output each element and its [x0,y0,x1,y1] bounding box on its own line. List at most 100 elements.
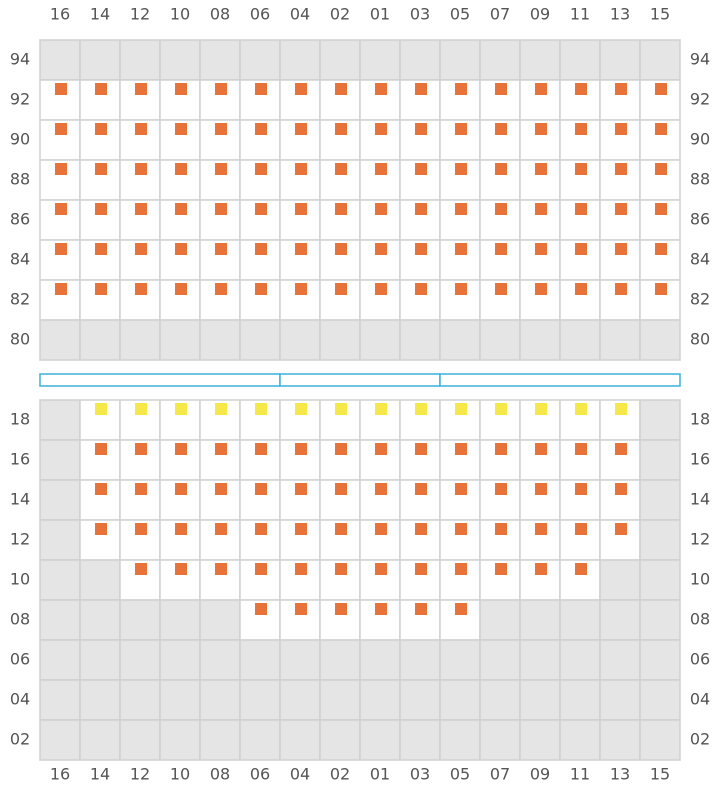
seat[interactable] [415,523,427,535]
seat[interactable] [455,403,467,415]
seat[interactable] [455,123,467,135]
seat[interactable] [175,403,187,415]
seat[interactable] [455,163,467,175]
seat[interactable] [95,403,107,415]
seat[interactable] [655,243,667,255]
seat[interactable] [335,603,347,615]
seat[interactable] [175,123,187,135]
seat[interactable] [495,203,507,215]
seat[interactable] [255,563,267,575]
seat[interactable] [415,243,427,255]
seat[interactable] [215,483,227,495]
seat[interactable] [615,83,627,95]
seat[interactable] [495,443,507,455]
seat[interactable] [495,483,507,495]
seat[interactable] [295,283,307,295]
seat[interactable] [175,83,187,95]
seat[interactable] [295,483,307,495]
seat[interactable] [575,123,587,135]
seat[interactable] [95,83,107,95]
seat[interactable] [215,563,227,575]
seat[interactable] [655,163,667,175]
seat[interactable] [295,243,307,255]
seat[interactable] [415,483,427,495]
seat[interactable] [255,243,267,255]
seat[interactable] [55,83,67,95]
seat[interactable] [415,203,427,215]
seat[interactable] [135,523,147,535]
seat[interactable] [415,603,427,615]
seat[interactable] [375,603,387,615]
seat[interactable] [455,203,467,215]
seat[interactable] [175,563,187,575]
seat[interactable] [175,443,187,455]
seat[interactable] [135,443,147,455]
seat[interactable] [615,283,627,295]
seat[interactable] [535,163,547,175]
seat[interactable] [215,83,227,95]
seat[interactable] [295,403,307,415]
seat[interactable] [335,83,347,95]
seat[interactable] [415,83,427,95]
seat[interactable] [455,563,467,575]
seat[interactable] [255,203,267,215]
seat[interactable] [295,203,307,215]
seat[interactable] [535,563,547,575]
seat[interactable] [535,523,547,535]
seat[interactable] [95,283,107,295]
seat[interactable] [535,123,547,135]
seat[interactable] [335,203,347,215]
seat[interactable] [95,243,107,255]
seat[interactable] [135,83,147,95]
seat[interactable] [495,243,507,255]
seat[interactable] [255,443,267,455]
seat[interactable] [95,443,107,455]
seat[interactable] [415,123,427,135]
seat[interactable] [95,163,107,175]
seat[interactable] [575,403,587,415]
seat[interactable] [95,523,107,535]
seat[interactable] [495,123,507,135]
seat[interactable] [495,163,507,175]
seat[interactable] [375,403,387,415]
seat[interactable] [255,163,267,175]
seat[interactable] [415,403,427,415]
seat[interactable] [575,563,587,575]
seat[interactable] [375,83,387,95]
seat[interactable] [575,523,587,535]
seat[interactable] [535,283,547,295]
seat[interactable] [655,123,667,135]
seat[interactable] [135,203,147,215]
seat[interactable] [55,123,67,135]
seat[interactable] [495,563,507,575]
seat[interactable] [655,283,667,295]
seat[interactable] [455,523,467,535]
seat[interactable] [295,123,307,135]
seat[interactable] [295,523,307,535]
seat[interactable] [535,83,547,95]
seat[interactable] [495,83,507,95]
seat[interactable] [375,203,387,215]
seat[interactable] [55,283,67,295]
seat[interactable] [615,163,627,175]
seat[interactable] [255,83,267,95]
seat[interactable] [575,483,587,495]
seat[interactable] [415,443,427,455]
seat[interactable] [175,163,187,175]
seat[interactable] [615,243,627,255]
seat[interactable] [455,483,467,495]
seat[interactable] [215,163,227,175]
seat[interactable] [575,83,587,95]
seat[interactable] [615,443,627,455]
seat[interactable] [215,283,227,295]
seat[interactable] [255,403,267,415]
seat[interactable] [575,243,587,255]
seat[interactable] [335,443,347,455]
seat[interactable] [55,203,67,215]
seat[interactable] [255,123,267,135]
seat[interactable] [455,603,467,615]
seat[interactable] [615,403,627,415]
seat[interactable] [175,483,187,495]
seat[interactable] [335,163,347,175]
seat[interactable] [175,283,187,295]
